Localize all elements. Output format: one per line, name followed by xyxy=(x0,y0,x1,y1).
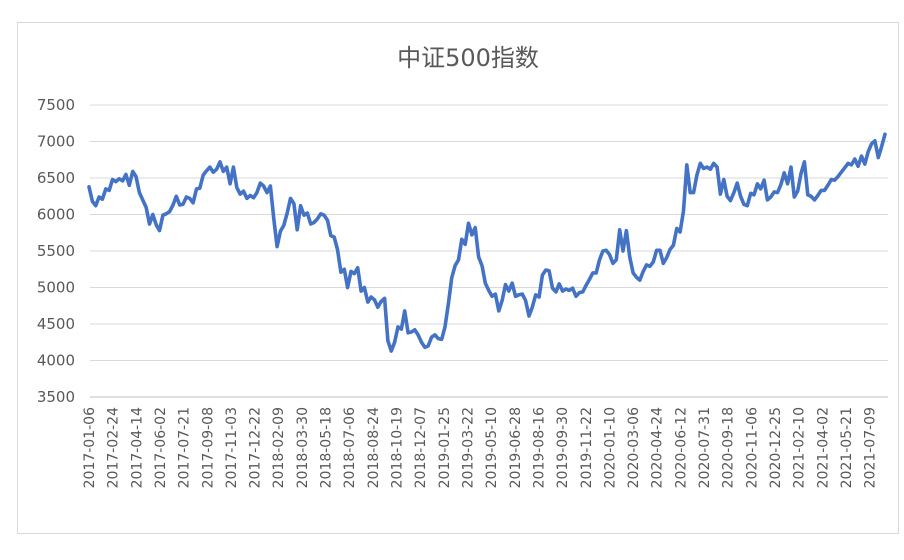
x-tick-label: 2021-05-21 xyxy=(839,407,855,488)
x-tick-label: 2017-12-22 xyxy=(248,407,264,488)
series-layer xyxy=(87,132,887,353)
x-tick-label: 2019-11-22 xyxy=(579,407,595,488)
y-tick-label: 7000 xyxy=(37,133,75,151)
gridlines xyxy=(90,104,888,398)
x-tick-label: 2017-07-21 xyxy=(177,407,193,488)
y-tick-label: 3500 xyxy=(37,388,75,406)
x-tick-label: 2018-10-19 xyxy=(390,407,406,488)
y-tick-label: 4000 xyxy=(37,352,75,370)
x-tick-label: 2018-03-30 xyxy=(295,407,311,488)
x-tick-label: 2021-02-10 xyxy=(792,407,808,488)
x-tick-label: 2017-02-24 xyxy=(106,407,122,488)
x-tick-label: 2020-12-25 xyxy=(768,407,784,488)
x-tick-label: 2017-01-06 xyxy=(82,407,98,488)
y-tick-label: 6500 xyxy=(37,169,75,187)
y-tick-label: 4500 xyxy=(37,315,75,333)
x-tick-label: 2018-12-07 xyxy=(413,407,429,488)
y-tick-label: 6000 xyxy=(37,206,75,224)
x-tick-label: 2021-04-02 xyxy=(815,407,831,488)
x-tick-label: 2018-08-24 xyxy=(366,407,382,488)
x-tick-label: 2018-07-06 xyxy=(342,407,358,488)
x-tick-label: 2020-06-12 xyxy=(673,407,689,488)
x-tick-label: 2020-11-06 xyxy=(744,407,760,488)
x-tick-label: 2019-06-28 xyxy=(508,407,524,488)
y-tick-label: 5500 xyxy=(37,242,75,260)
x-tick-label: 2017-06-02 xyxy=(153,407,169,488)
x-tick-label: 2019-09-30 xyxy=(555,407,571,488)
x-tick-label: 2020-01-10 xyxy=(602,407,618,488)
x-tick-label: 2019-08-16 xyxy=(531,407,547,488)
x-tick-label: 2017-04-14 xyxy=(129,407,145,488)
x-axis-ticks: 2017-01-06 2017-02-24 2017-04-14 2017-06-02… xyxy=(82,407,879,488)
x-tick-label: 2017-11-03 xyxy=(224,407,240,488)
x-tick-label: 2018-05-18 xyxy=(319,407,335,488)
y-tick-label: 7500 xyxy=(37,96,75,114)
series-line xyxy=(87,132,887,353)
y-tick-label: 5000 xyxy=(37,279,75,297)
y-axis-ticks: 7500 7000 6500 6000 5500 5000 4500 4000 3500 xyxy=(37,96,75,406)
x-tick-label: 2019-03-22 xyxy=(460,407,476,488)
chart-title: 中证500指数 xyxy=(397,44,539,72)
x-tick-label: 2020-09-18 xyxy=(721,407,737,488)
x-tick-label: 2020-07-31 xyxy=(697,407,713,488)
chart-frame xyxy=(17,22,899,534)
x-tick-label: 2020-04-24 xyxy=(650,407,666,488)
x-tick-label: 2019-01-25 xyxy=(437,407,453,488)
x-tick-label: 2021-07-09 xyxy=(863,407,879,488)
x-tick-label: 2017-09-08 xyxy=(200,407,216,488)
x-tick-label: 2019-05-10 xyxy=(484,407,500,488)
x-tick-label: 2020-03-06 xyxy=(626,407,642,488)
x-tick-label: 2018-02-09 xyxy=(271,407,287,488)
